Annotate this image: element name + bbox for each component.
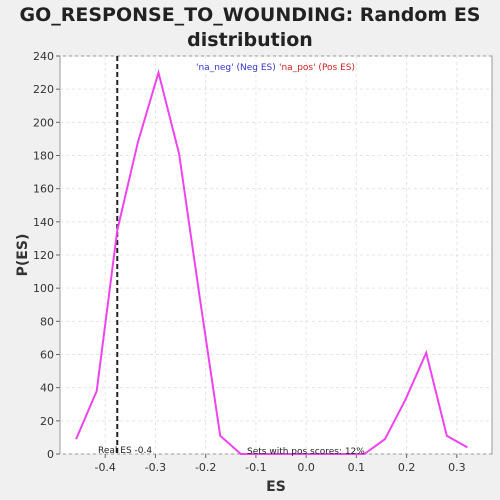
x-tick-label: 0.2 <box>398 461 416 474</box>
y-tick-label: 180 <box>33 150 54 163</box>
y-tick-label: 20 <box>40 415 54 428</box>
y-tick-label: 140 <box>33 216 54 229</box>
grid-lines <box>60 55 492 455</box>
y-tick-label: 100 <box>33 282 54 295</box>
x-tick-label: 0.3 <box>448 461 466 474</box>
y-tick-label: 200 <box>33 116 54 129</box>
x-tick-label: 0.1 <box>348 461 366 474</box>
chart-title-line-1: GO_RESPONSE_TO_WOUNDING: Random ES <box>20 4 481 26</box>
x-tick-label: -0.2 <box>195 461 216 474</box>
y-tick-label: 60 <box>40 349 54 362</box>
y-tick-label: 0 <box>47 448 54 461</box>
sets-pos-scores-label: Sets with pos scores: 12% <box>247 447 365 457</box>
y-axis-label: P(ES) <box>15 234 31 277</box>
y-tick-label: 160 <box>33 183 54 196</box>
y-tick-label: 240 <box>33 50 54 63</box>
x-tick-label: -0.3 <box>145 461 166 474</box>
legend-pos-entry: 'na_pos' (Pos ES) <box>279 63 355 73</box>
y-tick-label: 40 <box>40 382 54 395</box>
x-tick-label: -0.1 <box>245 461 266 474</box>
y-tick-label: 80 <box>40 315 54 328</box>
real-es-label: Real ES -0.4 <box>98 446 152 456</box>
y-axis-ticks: 0 20 40 60 80 100 120 140 160 180 200 220 240 <box>33 50 60 461</box>
x-axis-label: ES <box>266 479 286 495</box>
legend-neg-entry: 'na_neg' (Neg ES) <box>196 63 276 73</box>
y-tick-label: 120 <box>33 249 54 262</box>
x-tick-label: -0.4 <box>94 461 115 474</box>
series-line <box>75 68 468 455</box>
x-tick-label: 0.0 <box>297 461 315 474</box>
y-tick-label: 220 <box>33 83 54 96</box>
chart-title-line-2: distribution <box>187 29 313 51</box>
series-layer <box>75 68 468 455</box>
x-axis-ticks: -0.4 -0.3 -0.2 -0.1 0.0 0.1 0.2 0.3 <box>94 454 466 474</box>
